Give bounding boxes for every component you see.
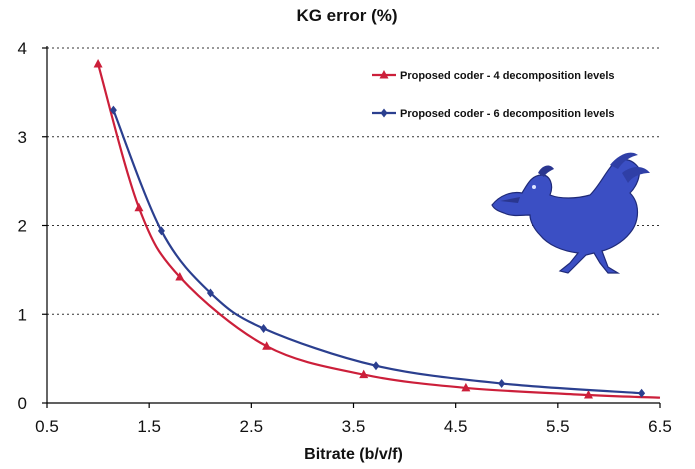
y-tick-label: 0 — [18, 394, 27, 413]
series-lines — [93, 58, 661, 399]
x-axis-label: Bitrate (b/v/f) — [304, 446, 403, 463]
x-tick-label: 6.5 — [648, 417, 672, 436]
x-tick-label: 1.5 — [137, 417, 161, 436]
data-point-triangle — [359, 369, 369, 379]
y-tick-label: 4 — [18, 39, 27, 58]
data-point-diamond — [638, 388, 646, 398]
data-point-diamond — [498, 378, 506, 388]
series-line-2 — [112, 109, 642, 395]
data-point-triangle — [583, 390, 593, 399]
x-tick-label: 2.5 — [240, 417, 264, 436]
axes — [42, 46, 661, 408]
y-tick-labels: 0 1 2 3 4 — [18, 39, 27, 413]
data-point-triangle — [175, 271, 185, 281]
data-point-diamond — [260, 323, 268, 333]
y-tick-label: 1 — [18, 305, 27, 324]
data-point-triangle — [461, 382, 471, 392]
y-tick-label: 2 — [18, 217, 27, 236]
data-point-diamond — [372, 361, 380, 371]
data-point-triangle — [93, 58, 103, 68]
legend: Proposed coder - 4 decomposition levels P… — [372, 70, 615, 120]
data-point-diamond — [206, 288, 214, 298]
x-tick-label: 4.5 — [444, 417, 468, 436]
y-tick-label: 3 — [18, 128, 27, 147]
data-point-triangle — [262, 341, 272, 350]
x-tick-label: 5.5 — [546, 417, 570, 436]
x-tick-labels: 0.5 1.5 2.5 3.5 4.5 5.5 6.5 Bitrate (b/v/f) — [35, 417, 672, 463]
data-point-triangle — [134, 202, 144, 212]
legend-label: Proposed coder - 4 decomposition levels — [400, 70, 615, 82]
data-point-diamond — [157, 226, 165, 236]
x-tick-label: 0.5 — [35, 417, 59, 436]
data-point-diamond — [109, 105, 117, 115]
legend-marker-diamond — [380, 108, 388, 118]
chart-title: KG error (%) — [296, 6, 397, 25]
rooster-icon — [491, 152, 650, 274]
legend-label: Proposed coder - 6 decomposition levels — [400, 108, 615, 120]
x-tick-label: 3.5 — [342, 417, 366, 436]
legend-marker-triangle — [379, 70, 389, 79]
